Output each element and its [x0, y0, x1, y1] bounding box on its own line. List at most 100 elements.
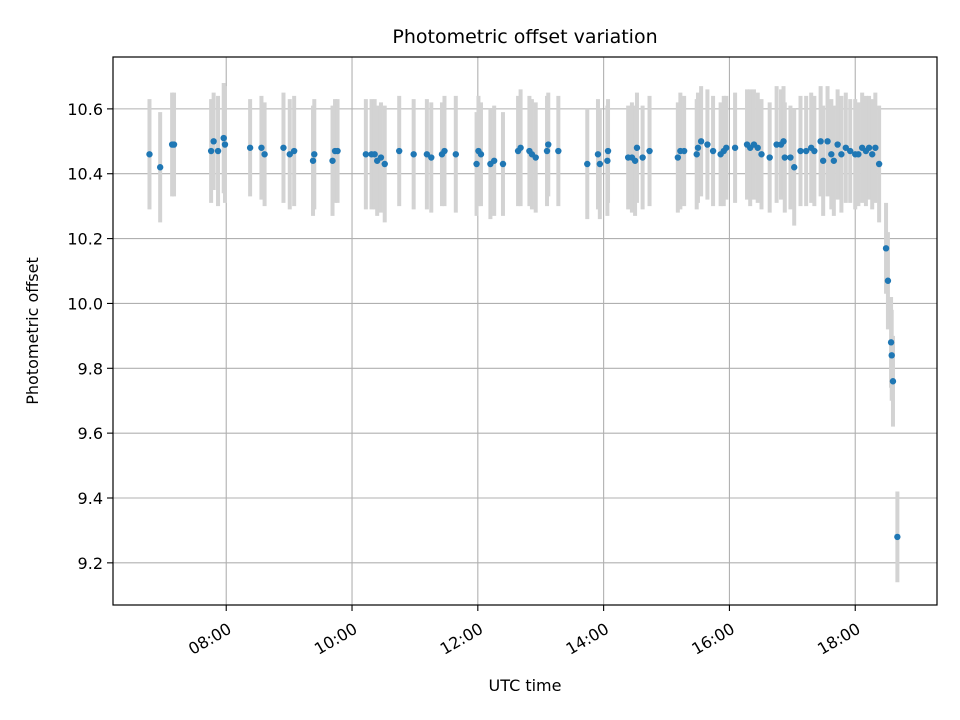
- data-points: [146, 134, 901, 541]
- data-point: [674, 154, 682, 161]
- y-tick-label: 10.0: [67, 294, 103, 313]
- data-point: [646, 147, 653, 155]
- data-point: [834, 141, 841, 148]
- data-point: [819, 157, 827, 164]
- data-point: [477, 151, 485, 158]
- data-point: [694, 144, 702, 151]
- data-point: [362, 151, 370, 158]
- data-point: [704, 141, 711, 148]
- data-point: [280, 144, 287, 151]
- data-point: [334, 147, 341, 155]
- data-point: [697, 138, 705, 145]
- data-point: [371, 151, 378, 158]
- data-point: [246, 144, 254, 151]
- data-point: [766, 154, 773, 161]
- data-point: [872, 144, 879, 151]
- data-point: [499, 160, 507, 168]
- data-point: [545, 141, 552, 148]
- data-point: [838, 151, 845, 158]
- data-point: [258, 144, 265, 151]
- data-point: [869, 151, 876, 158]
- data-point: [797, 147, 804, 155]
- data-point: [395, 147, 403, 155]
- data-point: [824, 138, 831, 145]
- data-point: [633, 144, 641, 151]
- data-point: [517, 144, 524, 151]
- y-tick-label: 10.6: [67, 100, 103, 119]
- data-point: [855, 151, 862, 158]
- data-point: [473, 160, 480, 168]
- data-point: [781, 154, 788, 161]
- data-point: [596, 160, 604, 168]
- data-point: [329, 157, 336, 164]
- data-point: [584, 160, 591, 168]
- data-point: [604, 157, 611, 164]
- data-point: [290, 147, 298, 155]
- data-point: [555, 147, 562, 155]
- data-point: [543, 147, 551, 155]
- data-point: [221, 141, 229, 148]
- data-point: [156, 164, 164, 171]
- data-point: [309, 157, 317, 164]
- data-point: [882, 245, 890, 252]
- data-point: [428, 154, 435, 161]
- data-point: [261, 151, 268, 158]
- data-point: [887, 339, 895, 346]
- data-point: [787, 154, 794, 161]
- x-axis-label: UTC time: [489, 676, 562, 695]
- chart-title: Photometric offset variation: [392, 26, 657, 48]
- data-point: [639, 154, 646, 161]
- data-point: [889, 378, 897, 385]
- y-axis-label: Photometric offset: [23, 257, 42, 405]
- data-point: [381, 160, 388, 168]
- data-point: [377, 154, 385, 161]
- data-point: [846, 147, 854, 155]
- data-point: [594, 151, 602, 158]
- data-point: [452, 151, 460, 158]
- y-tick-label: 10.4: [67, 165, 103, 184]
- y-tick-label: 9.4: [78, 489, 103, 508]
- data-point: [490, 157, 498, 164]
- data-point: [802, 147, 810, 155]
- data-point: [604, 147, 612, 155]
- data-point: [170, 141, 178, 148]
- data-point: [828, 151, 835, 158]
- data-point: [220, 134, 227, 142]
- data-point: [754, 144, 761, 151]
- data-point: [631, 157, 639, 164]
- data-point: [758, 151, 765, 158]
- y-tick-label: 9.6: [78, 424, 103, 443]
- data-point: [811, 147, 818, 155]
- data-point: [207, 147, 215, 155]
- data-point: [773, 141, 780, 148]
- data-point: [888, 352, 895, 359]
- data-point: [894, 533, 901, 541]
- data-point: [884, 277, 892, 284]
- data-point: [865, 144, 873, 151]
- data-point: [817, 138, 824, 145]
- data-point: [731, 144, 739, 151]
- data-point: [146, 151, 153, 158]
- data-point: [210, 138, 217, 145]
- data-point: [410, 151, 417, 158]
- plot-frame: [112, 56, 938, 606]
- data-point: [214, 147, 222, 155]
- data-point: [709, 147, 717, 155]
- data-point: [791, 164, 798, 171]
- data-point: [693, 151, 700, 158]
- data-point: [423, 151, 431, 158]
- y-tick-label: 9.2: [78, 554, 103, 573]
- data-point: [286, 151, 293, 158]
- data-point: [441, 147, 448, 155]
- y-axis-ticks: 9.2 9.4 9.6 9.8 10.0 10.2 10.4 10.6: [67, 100, 113, 573]
- data-point: [875, 160, 883, 168]
- data-point: [532, 154, 539, 161]
- data-point: [723, 144, 730, 151]
- y-tick-label: 9.8: [78, 359, 103, 378]
- data-point: [311, 151, 318, 158]
- data-point: [780, 138, 787, 145]
- data-point: [842, 144, 849, 151]
- data-point: [680, 147, 688, 155]
- y-tick-label: 10.2: [67, 230, 103, 249]
